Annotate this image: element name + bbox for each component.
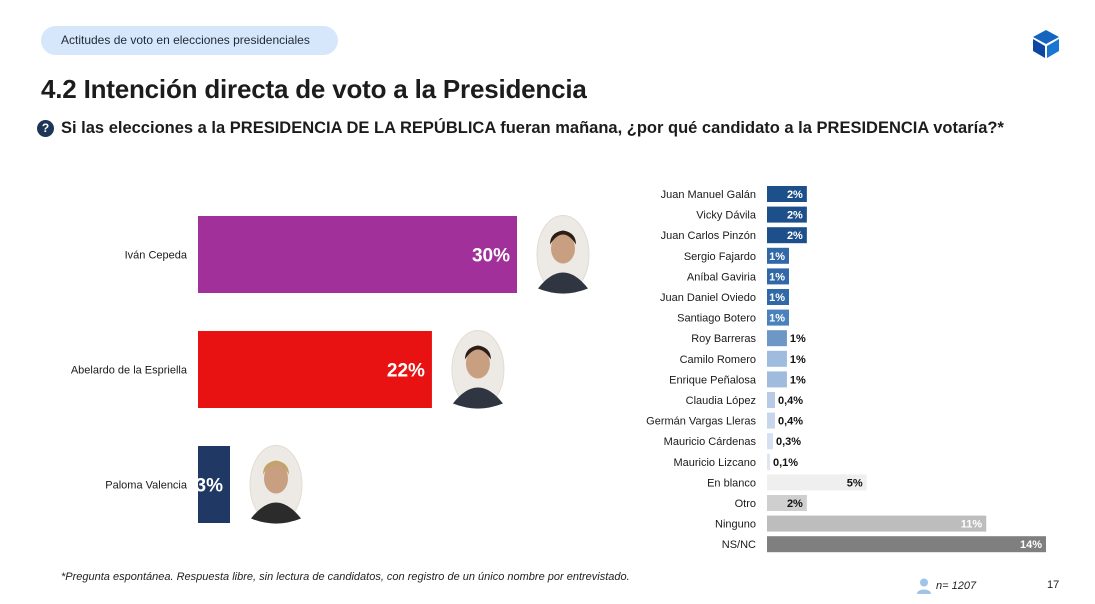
bar-7 [767, 309, 789, 326]
bar-value-label: 1% [769, 292, 785, 304]
bar-value-label: 2% [787, 189, 803, 201]
bar-11 [767, 392, 775, 408]
candidate-label: Juan Manuel Galán [661, 189, 756, 201]
sample-size: n= 1207 [917, 578, 976, 594]
bar-value-label: 14% [1020, 539, 1042, 551]
bar-value-label: 3% [196, 476, 224, 497]
bar-value-label: 0,4% [778, 395, 803, 407]
bar-value-label: 5% [847, 477, 863, 489]
bar-3 [767, 227, 807, 244]
bar-value-label: 1% [769, 313, 785, 325]
bar-value-label: 1% [769, 251, 785, 263]
bar-13 [767, 433, 773, 450]
bar-2 [198, 331, 432, 408]
bar-value-label: 11% [961, 519, 983, 531]
candidate-label: Roy Barreras [691, 333, 756, 345]
main-candidates-chart: 30% Iván Cepeda 22% Abelardo de la Espriell… [71, 215, 590, 524]
candidate-label: Claudia López [686, 395, 756, 407]
cube-logo-icon [1033, 30, 1059, 58]
bar-value-label: 1% [769, 271, 785, 283]
bar-3 [198, 446, 230, 523]
bar-value-label: 30% [472, 246, 510, 267]
candidate-label: Juan Carlos Pinzón [661, 230, 756, 242]
candidate-label: Germán Vargas Lleras [646, 416, 756, 428]
bar-18 [767, 536, 1046, 553]
candidate-label: Juan Daniel Oviedo [660, 292, 756, 304]
bar-value-label: 0,1% [773, 457, 798, 469]
sample-size-text: n= 1207 [936, 580, 977, 592]
bar-14 [767, 453, 770, 470]
bar-16 [767, 495, 807, 511]
page-title: 4.2 Intención directa de voto a la Presi… [41, 74, 587, 104]
bar-15 [767, 474, 867, 491]
bar-value-label: 0,3% [776, 436, 801, 448]
candidate-label: Otro [735, 498, 756, 510]
bar-2 [767, 206, 807, 223]
bar-value-label: 2% [787, 210, 803, 222]
candidate-label: Iván Cepeda [125, 250, 188, 262]
candidate-label: Abelardo de la Espriella [71, 365, 188, 377]
question-text: Si las elecciones a la PRESIDENCIA DE LA… [61, 119, 1004, 137]
candidate-label: En blanco [707, 477, 756, 489]
bar-value-label: 22% [387, 361, 425, 382]
bar-9 [767, 350, 787, 367]
question-line: ? Si las elecciones a la PRESIDENCIA DE … [37, 119, 1004, 138]
section-pill: Actitudes de voto en elecciones presiden… [41, 26, 338, 55]
candidate-label: Vicky Dávila [696, 210, 757, 222]
bar-17 [767, 515, 987, 532]
bar-4 [767, 247, 789, 264]
candidate-photo [249, 445, 303, 524]
candidate-label: Ninguno [715, 519, 756, 531]
bar-value-label: 1% [790, 374, 806, 386]
bar-value-label: 1% [790, 333, 806, 345]
candidate-label: Sergio Fajardo [684, 251, 756, 263]
candidate-label: Aníbal Gaviria [687, 271, 757, 283]
bar-value-label: 2% [787, 230, 803, 242]
candidate-label: Mauricio Lizcano [673, 457, 756, 469]
question-circle-icon: ? [37, 120, 54, 137]
candidate-label: Santiago Botero [677, 313, 756, 325]
candidate-label: Paloma Valencia [105, 480, 188, 492]
bar-10 [767, 371, 787, 388]
candidate-photo [536, 215, 590, 294]
candidate-label: Mauricio Cárdenas [664, 436, 757, 448]
candidate-photo [451, 330, 505, 409]
bar-5 [767, 268, 789, 285]
bar-1 [198, 216, 517, 293]
bar-8 [767, 330, 787, 347]
bar-value-label: 2% [787, 498, 803, 510]
footnote: *Pregunta espontánea. Respuesta libre, s… [61, 571, 630, 583]
bar-value-label: 1% [790, 354, 806, 366]
bar-12 [767, 412, 775, 429]
bar-value-label: 0,4% [778, 416, 803, 428]
candidate-label: Enrique Peñalosa [669, 374, 757, 386]
person-icon [917, 578, 931, 594]
candidate-label: Camilo Romero [680, 354, 756, 366]
bar-1 [767, 186, 807, 202]
bar-6 [767, 289, 789, 305]
other-candidates-chart: 2% Juan Manuel Galán 2% Vicky Dávila 2% Juan … [646, 186, 1046, 553]
candidate-label: NS/NC [722, 539, 756, 551]
page-number: 17 [1047, 579, 1060, 591]
